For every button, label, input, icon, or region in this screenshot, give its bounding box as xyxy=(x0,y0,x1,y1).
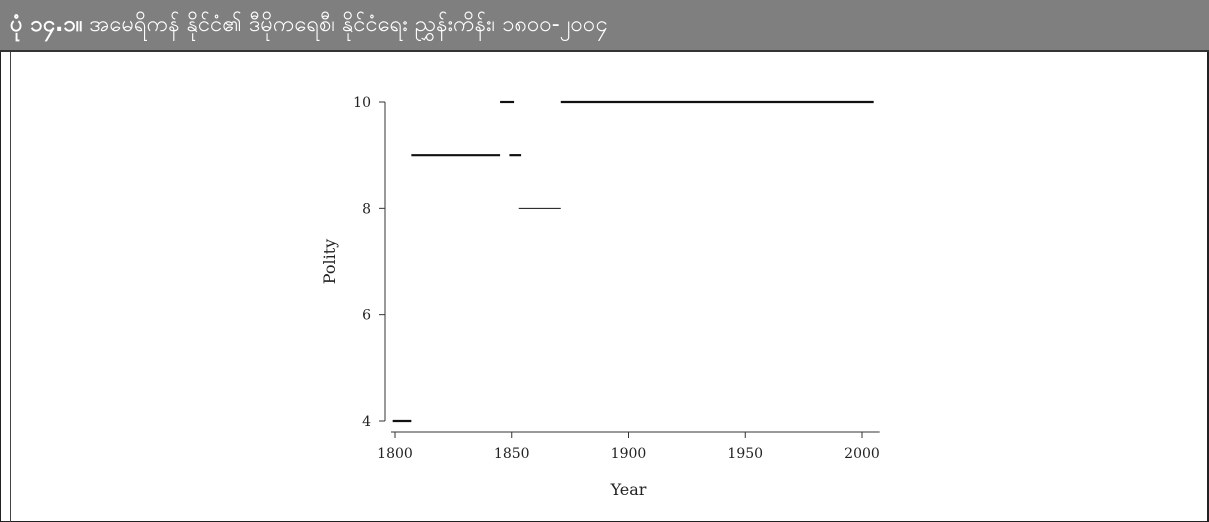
figure-title-bar: ပုံ ၁၄.၁။ အမေရိကန် နိုင်ငံ၏ ဒီမိုကရေစီ၊ … xyxy=(0,0,1209,52)
x-tick-label: 2000 xyxy=(844,446,880,462)
y-tick-label: 10 xyxy=(353,95,371,111)
figure-title: ပုံ ၁၄.၁။ အမေရိကန် နိုင်ငံ၏ ဒီမိုကရေစီ၊ … xyxy=(0,9,608,42)
left-border xyxy=(10,52,11,522)
y-tick-label: 8 xyxy=(362,201,371,217)
x-tick-label: 1900 xyxy=(611,446,647,462)
chart-axes: 4 6 8 10 1800 1850 1900 1950 2000 xyxy=(353,95,880,462)
right-border xyxy=(1207,52,1209,522)
x-tick-label: 1950 xyxy=(727,446,763,462)
x-tick-label: 1850 xyxy=(494,446,530,462)
y-tick-label: 6 xyxy=(362,308,371,324)
chart-series xyxy=(392,100,874,423)
x-axis-label: Year xyxy=(610,480,647,499)
x-tick-label: 1800 xyxy=(377,446,413,462)
figure-caption: အမေရိကန် နိုင်ငံ၏ ဒီမိုကရေစီ၊ နိုင်ငံရေး… xyxy=(82,11,608,37)
y-tick-label: 4 xyxy=(362,414,371,430)
y-axis-label: Polity xyxy=(320,239,339,284)
figure-number: ပုံ ၁၄.၁။ xyxy=(10,11,83,37)
